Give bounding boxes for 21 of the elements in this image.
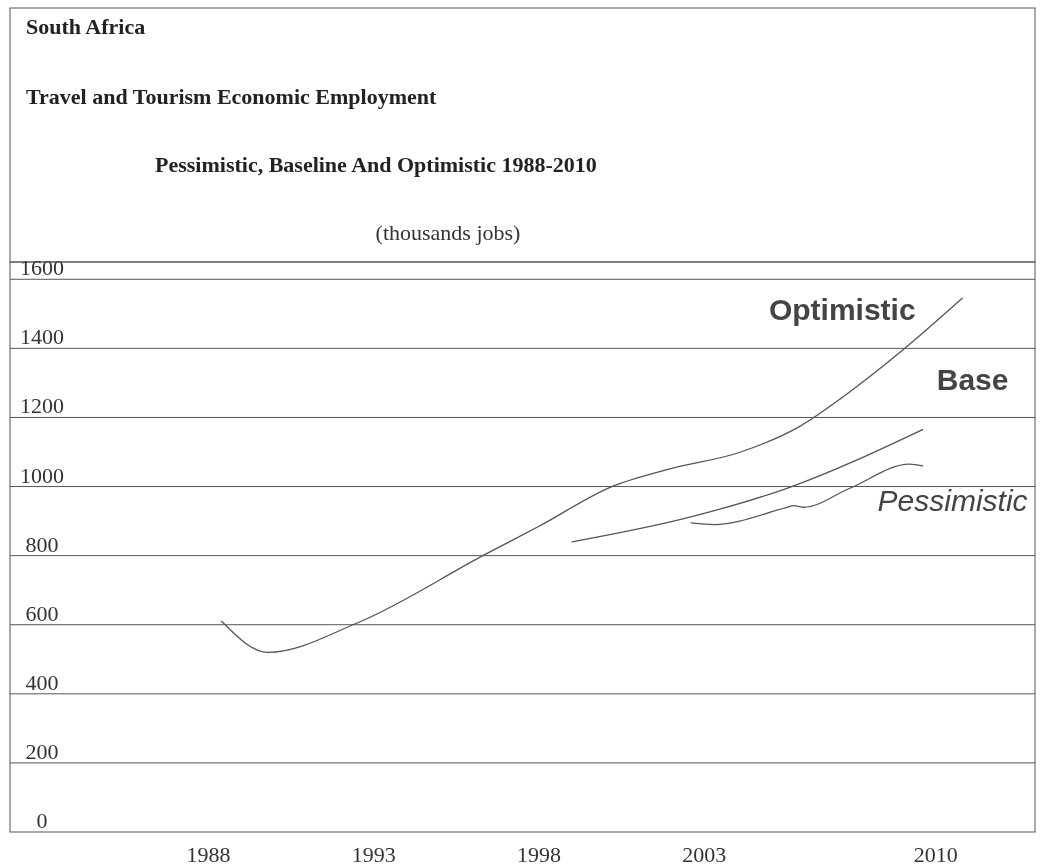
y-tick-label: 1200 — [20, 393, 64, 419]
series-label: Pessimistic — [877, 483, 1028, 517]
y-tick-label: 600 — [25, 600, 59, 626]
y-tick-label: 1400 — [20, 324, 64, 350]
chart-title: Travel and Tourism Economic Employment — [26, 84, 437, 109]
series-label: Base — [936, 362, 1009, 396]
y-tick-label: 1600 — [20, 255, 64, 281]
x-tick-label: 1988 — [186, 842, 231, 867]
y-tick-label: 200 — [25, 738, 59, 764]
y-axis-title: (thousands jobs) — [375, 220, 521, 245]
y-tick-label: 400 — [25, 669, 59, 695]
x-tick-label: 1998 — [517, 842, 562, 867]
y-tick-label: 0 — [36, 808, 48, 833]
text: South Africa — [26, 14, 146, 39]
x-tick-label: 1993 — [351, 842, 396, 867]
series-label: Optimistic — [768, 293, 916, 327]
y-tick-label: 800 — [25, 531, 59, 557]
x-tick-label: 2003 — [682, 842, 727, 867]
chart-subtitle: Pessimistic, Baseline And Optimistic 1988-2010 — [155, 152, 597, 177]
y-tick-label: 1000 — [20, 462, 64, 488]
x-tick-label: 2010 — [913, 842, 958, 867]
